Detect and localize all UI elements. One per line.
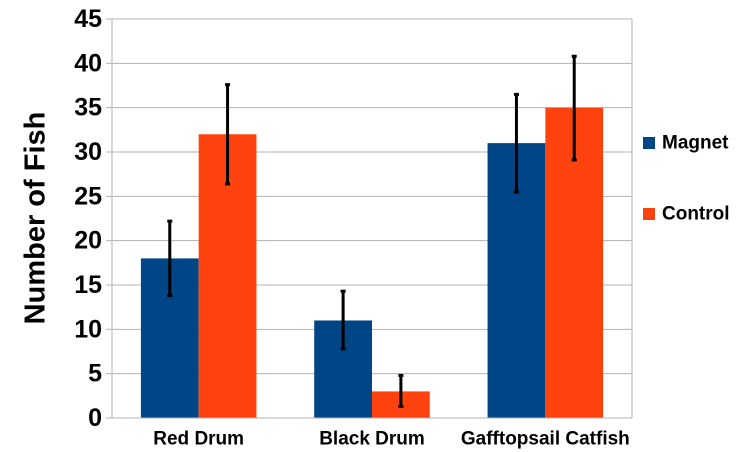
y-tick-label: 45	[74, 5, 102, 33]
y-tick-label: 20	[74, 227, 102, 255]
y-tick-labels: 0 5 10 15 20 25 30 35 40 45	[74, 5, 112, 432]
y-tick-label: 25	[74, 182, 102, 210]
axes	[111, 19, 633, 419]
legend-label-magnet: Magnet	[662, 133, 729, 154]
y-tick-label: 15	[74, 271, 102, 299]
y-tick-label: 35	[74, 94, 102, 122]
bars	[140, 107, 604, 419]
legend-swatch-control	[643, 208, 655, 220]
x-category-label: Black Drum	[319, 429, 425, 450]
y-axis-title: Number of Fish	[20, 112, 52, 325]
y-tick-label: 10	[74, 315, 102, 343]
y-tick-label: 0	[88, 404, 102, 432]
y-tick-label: 40	[74, 49, 102, 77]
y-tick-label: 5	[88, 360, 102, 388]
y-tick-label: 30	[74, 138, 102, 166]
legend-label-control: Control	[662, 204, 730, 225]
x-category-label: Gafftopsail Catfish	[461, 429, 630, 450]
legend-swatch-magnet	[643, 137, 655, 149]
error-bars	[167, 54, 577, 408]
legend: Magnet Control	[643, 133, 730, 225]
x-category-labels: Red Drum Black Drum Gafftopsail Catfish	[153, 429, 630, 450]
x-category-label: Red Drum	[153, 429, 244, 450]
